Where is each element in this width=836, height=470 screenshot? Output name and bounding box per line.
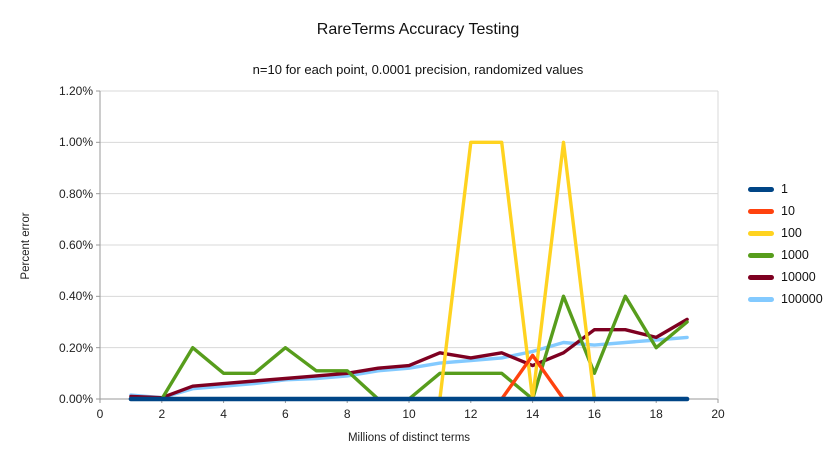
chart-title: RareTerms Accuracy Testing: [316, 21, 520, 38]
legend-swatch: [748, 252, 774, 258]
y-tick-label: 0.40%: [58, 289, 93, 304]
legend-swatch: [748, 296, 774, 302]
y-tick-label: 0.60%: [58, 238, 93, 252]
x-tick-label: 0: [96, 407, 104, 421]
series-line-10000: [129, 317, 689, 400]
legend-item-100000: 100000: [748, 288, 823, 310]
x-tick-label: 4: [220, 407, 227, 421]
y-axis-title: Percent error: [20, 212, 32, 280]
legend-label: 1000: [781, 248, 809, 262]
y-tick-label: 1.00%: [58, 135, 93, 150]
legend-item-1: 1: [748, 178, 823, 200]
legend-item-1000: 1000: [748, 244, 823, 266]
x-tick-label: 8: [343, 407, 351, 421]
series-line-100: [129, 140, 689, 401]
legend: 1 10 100 1000 10000 100000: [748, 178, 823, 310]
legend-label: 100000: [781, 292, 823, 306]
y-tick-label: 0.00%: [58, 392, 93, 406]
legend-item-10000: 10000: [748, 266, 823, 288]
series-line-10: [129, 353, 689, 401]
legend-label: 1: [781, 182, 788, 196]
legend-label: 10000: [781, 270, 816, 284]
x-tick-label: 14: [525, 407, 540, 421]
legend-item-100: 100: [748, 222, 823, 244]
y-tick-label: 1.20%: [58, 84, 93, 98]
x-tick-label: 18: [649, 407, 663, 421]
x-axis-title: Millions of distinct terms: [347, 432, 471, 444]
legend-swatch: [748, 274, 774, 280]
legend-item-10: 10: [748, 200, 823, 222]
legend-swatch: [748, 230, 774, 236]
legend-swatch: [748, 208, 774, 214]
y-tick-label: 0.20%: [58, 340, 93, 355]
x-tick-label: 10: [402, 407, 416, 421]
x-tick-label: 12: [464, 407, 478, 421]
x-tick-label: 20: [711, 407, 725, 421]
chart-subtitle: n=10 for each point, 0.0001 precision, r…: [252, 62, 584, 77]
x-tick-label: 2: [158, 407, 166, 421]
x-tick-label: 6: [282, 407, 289, 421]
legend-label: 100: [781, 226, 802, 240]
series-line-100000: [129, 335, 689, 400]
legend-swatch: [748, 186, 774, 192]
x-tick-label: 16: [587, 407, 602, 421]
legend-label: 10: [781, 204, 795, 218]
y-tick-label: 0.80%: [58, 186, 93, 201]
